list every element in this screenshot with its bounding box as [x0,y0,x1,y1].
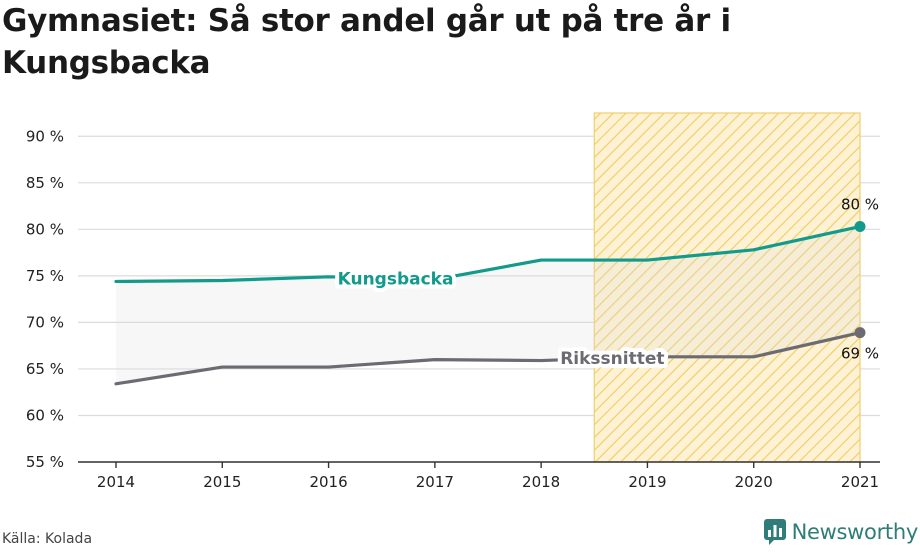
y-tick-label: 65 % [26,360,64,378]
x-tick-label: 2015 [203,473,241,491]
y-tick-label: 75 % [26,267,64,285]
y-tick-label: 90 % [26,127,64,145]
series-line-kungsbacka [114,224,862,284]
series-label-kungsbacka: Kungsbacka [338,270,454,290]
y-tick-label: 60 % [26,406,64,424]
y-tick-label: 70 % [26,313,64,331]
series-line-rikssnittet [114,331,862,386]
series-label-rikssnittet: Rikssnittet [560,349,664,369]
x-tick-label: 2019 [628,473,666,491]
x-tick-label: 2017 [416,473,454,491]
brand-name: Newsworthy [791,520,919,544]
x-tick-label: 2016 [309,473,347,491]
series-gap-band [116,226,860,384]
end-marker [854,327,866,339]
end-marker [854,221,866,233]
brand-logo: Newsworthy [763,519,919,545]
y-tick-label: 55 % [26,453,64,471]
x-tick-label: 2018 [522,473,560,491]
source-note: Källa: Kolada [2,531,93,547]
end-value-label: 69 % [841,345,879,363]
chart-title: Gymnasiet: Så stor andel går ut på tre å… [2,3,731,81]
x-tick-label: 2014 [97,473,135,491]
highlight-region [593,112,861,463]
y-tick-label: 80 % [26,220,64,238]
x-tick-label: 2021 [841,473,879,491]
x-tick-label: 2020 [735,473,773,491]
end-value-label: 80 % [841,196,879,214]
newsworthy-logo-icon [763,519,786,545]
line-chart: 55 % 60 % 65 % 70 % 75 % 80 % 85 % 90 % 2014 2015… [26,112,880,491]
y-tick-label: 85 % [26,174,64,192]
